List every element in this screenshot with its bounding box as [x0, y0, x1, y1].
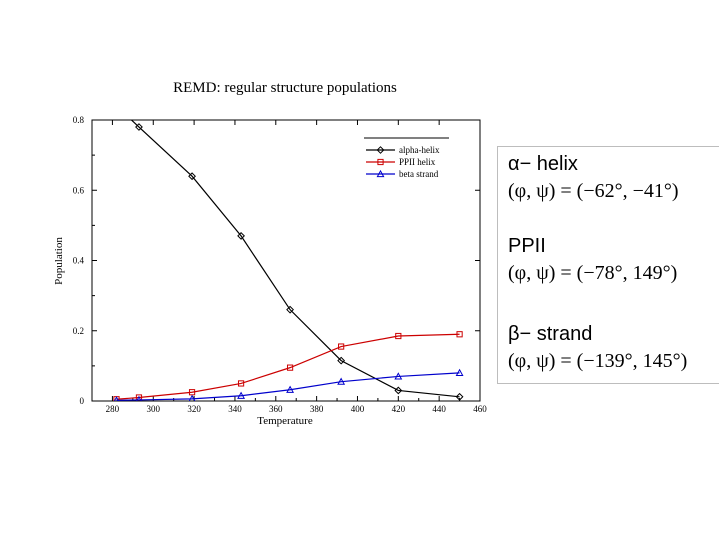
x-tick-label: 340: [228, 404, 242, 414]
legend-label-beta-strand: beta strand: [399, 169, 439, 179]
series-group: [113, 103, 464, 401]
x-tick-label: 400: [351, 404, 365, 414]
note-beta-strand: β− strand (φ, ψ) = (−139°, 145°): [508, 323, 687, 373]
legend-label-alpha-helix: alpha-helix: [399, 145, 440, 155]
series-line-alpha-helix: [130, 120, 460, 398]
series-line-beta-strand: [116, 372, 460, 401]
note-ppii: PPII (φ, ψ) = (−78°, 149°): [508, 235, 677, 285]
data-point-alpha-helix: [135, 123, 143, 131]
data-point-alpha-helix: [113, 103, 119, 109]
data-point-beta-strand: [455, 368, 464, 376]
series-ppii-helix: [113, 331, 463, 401]
series-alpha-helix: [113, 103, 464, 401]
legend-marker-alpha-helix: [376, 146, 385, 154]
data-point-beta-strand: [136, 395, 142, 401]
y-tick-label: 0.8: [73, 115, 85, 125]
legend-item-ppii-helix: PPII helix: [366, 157, 436, 167]
axis-ticks: 280 300 320 340 360 380 400 420 440 460 0 0.2 0.4 0.6…: [73, 115, 488, 414]
legend-item-alpha-helix: alpha-helix: [366, 145, 440, 155]
y-tick-label: 0.6: [73, 185, 85, 195]
data-point-alpha-helix: [394, 386, 403, 395]
note-beta-angles: (φ, ψ) = (−139°, 145°): [508, 350, 688, 372]
note-ppii-angles: (φ, ψ) = (−78°, 149°): [508, 262, 678, 284]
data-point-beta-strand: [337, 377, 346, 385]
legend: alpha-helix PPII helix beta strand: [364, 137, 449, 179]
x-tick-label: 460: [473, 404, 487, 414]
data-point-alpha-helix: [286, 305, 294, 314]
data-point-alpha-helix: [337, 356, 346, 365]
x-tick-label: 380: [310, 404, 324, 414]
y-tick-label: 0.4: [73, 256, 85, 266]
data-point-alpha-helix: [188, 172, 196, 181]
legend-label-ppii-helix: PPII helix: [399, 157, 436, 167]
x-tick-label: 360: [269, 404, 283, 414]
note-alpha-angles: (φ, ψ) = (−62°, −41°): [508, 180, 679, 202]
data-point-ppii-helix: [237, 380, 245, 387]
data-point-beta-strand: [188, 394, 196, 401]
chart-title: REMD: regular structure populations: [173, 80, 397, 96]
x-tick-label: 280: [106, 404, 120, 414]
x-tick-label: 420: [392, 404, 406, 414]
x-tick-label: 440: [432, 404, 446, 414]
data-point-ppii-helix: [456, 331, 463, 338]
annotation-box: α− helix (φ, ψ) = (−62°, −41°) PPII (φ, …: [497, 146, 719, 384]
data-point-ppii-helix: [286, 364, 294, 371]
data-point-beta-strand: [394, 372, 403, 380]
data-point-alpha-helix: [237, 232, 245, 240]
data-point-ppii-helix: [338, 343, 345, 350]
data-point-beta-strand: [113, 396, 120, 401]
x-axis-label: Temperature: [257, 415, 313, 427]
y-axis-label: Population: [53, 237, 65, 285]
legend-marker-beta-strand: [376, 169, 385, 178]
y-tick-label: 0.2: [73, 326, 84, 336]
legend-item-beta-strand: beta strand: [366, 169, 439, 179]
series-beta-strand: [113, 368, 464, 401]
x-tick-label: 320: [187, 404, 201, 414]
y-tick-label: 0: [80, 396, 85, 406]
x-tick-label: 300: [147, 404, 161, 414]
note-beta-title: β− strand: [508, 323, 593, 345]
data-point-alpha-helix: [455, 392, 464, 401]
data-point-beta-strand: [286, 385, 295, 393]
note-alpha-title: α− helix: [508, 153, 578, 175]
note-ppii-title: PPII: [508, 235, 546, 257]
note-alpha-helix: α− helix (φ, ψ) = (−62°, −41°): [508, 153, 679, 203]
series-line-ppii-helix: [116, 333, 460, 400]
legend-marker-ppii-helix: [377, 158, 384, 166]
data-point-ppii-helix: [395, 332, 402, 340]
data-point-beta-strand: [237, 391, 246, 399]
